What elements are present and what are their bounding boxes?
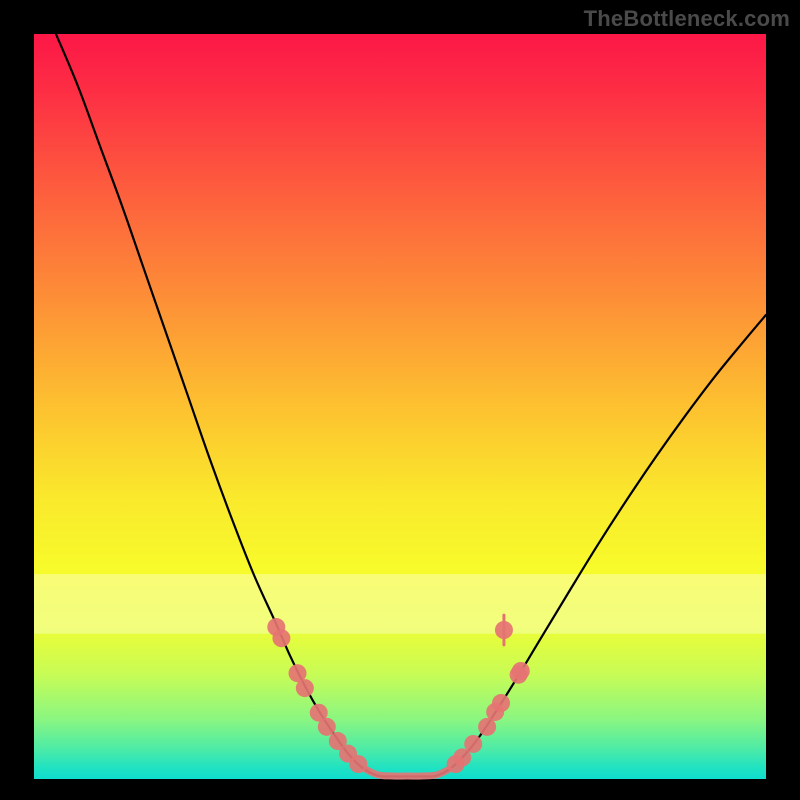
marker-left: [296, 679, 314, 697]
plot-background: [34, 34, 766, 779]
light-band: [34, 574, 766, 634]
marker-right: [464, 735, 482, 753]
marker-right: [512, 662, 530, 680]
chart-container: TheBottleneck.com: [0, 0, 800, 800]
bottleneck-chart: [0, 0, 800, 800]
marker-left: [318, 718, 336, 736]
marker-right: [495, 621, 513, 639]
marker-right: [492, 694, 510, 712]
marker-left: [272, 629, 290, 647]
marker-left: [349, 755, 367, 773]
